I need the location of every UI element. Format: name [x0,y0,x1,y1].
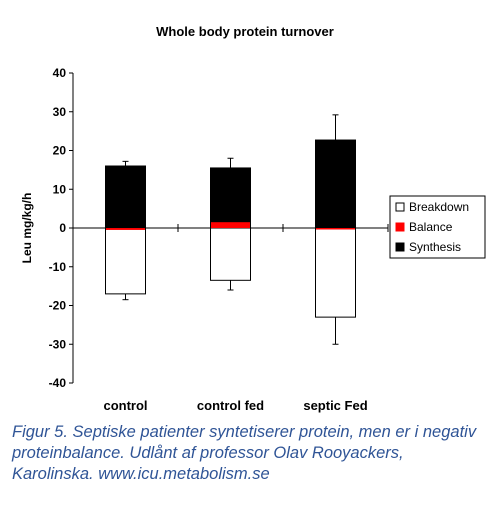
y-tick-label: -30 [49,337,67,351]
legend-swatch-breakdown [395,202,405,212]
category-label: control fed [197,398,264,413]
y-tick-label: 20 [53,144,67,158]
y-tick-label: -20 [49,299,67,313]
chart: Whole body protein turnover Leu mg/kg/h … [20,24,486,413]
bar-breakdown [210,227,251,281]
y-tick-label: -10 [49,260,67,274]
plot-area: 40 30 20 10 0 -10 -20 -30 -40 control control fed s… [49,66,389,413]
bar-balance [316,228,355,230]
legend: Breakdown Balance Synthesis [389,195,486,259]
y-axis-label: Leu mg/kg/h [20,193,34,264]
bar-synthesis [210,167,251,229]
category-label: septic Fed [303,398,367,413]
bar-breakdown [105,227,146,295]
y-tick-label: 30 [53,105,67,119]
legend-swatch-balance [395,222,405,232]
category-label: control [103,398,147,413]
legend-label-synthesis: Synthesis [409,240,461,254]
bar-balance [106,228,145,230]
y-tick-label: 10 [53,182,67,196]
bar-balance [211,222,250,228]
bar-synthesis [315,139,356,229]
legend-swatch-synthesis [395,242,405,252]
legend-label-breakdown: Breakdown [409,200,469,214]
chart-title: Whole body protein turnover [156,24,334,39]
y-tick-label: 0 [59,221,66,235]
bar-breakdown [315,227,356,318]
y-tick-label: 40 [53,66,67,80]
figure-caption: Figur 5. Septiske patienter syntetiserer… [12,423,477,483]
bar-synthesis [105,165,146,229]
legend-label-balance: Balance [409,220,453,234]
y-tick-label: -40 [49,376,67,390]
legend-box [389,195,486,259]
